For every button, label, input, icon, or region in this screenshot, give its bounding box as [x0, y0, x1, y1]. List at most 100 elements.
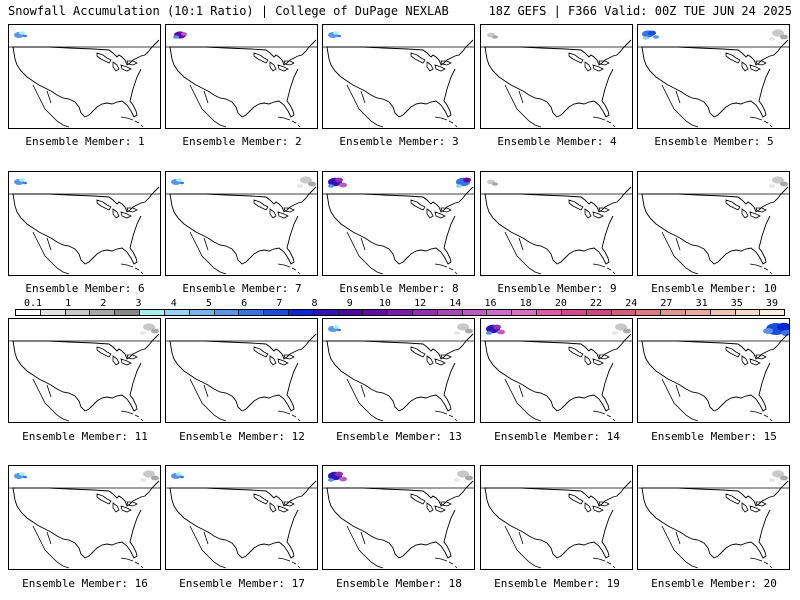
snowfall-shading	[300, 176, 312, 184]
great-lakes	[253, 52, 295, 72]
caribbean-islands	[120, 116, 144, 128]
legend-swatch	[413, 310, 438, 315]
mexico-coast	[661, 378, 699, 422]
snowfall-shading	[297, 184, 303, 188]
mexico-coast	[504, 231, 542, 275]
snowfall-shading	[176, 472, 182, 476]
great-lakes	[568, 493, 610, 513]
ensemble-map-panel	[8, 318, 161, 423]
snowfall-shading	[493, 324, 501, 330]
legend-label: 9	[346, 298, 353, 309]
ensemble-member-caption: Ensemble Member: 13	[336, 430, 462, 443]
snowfall-color-legend: 0.1 1 2 3 4 5 6 7 8 9 10 12 14 16 18 20 22 24 27 31 35 39	[15, 298, 785, 318]
legend-label: 8	[311, 298, 318, 309]
great-lakes	[725, 52, 767, 72]
snowfall-shading	[769, 478, 775, 482]
legend-label: 20	[554, 298, 567, 309]
us-map	[9, 178, 160, 275]
great-lakes	[410, 493, 452, 513]
snowfall-shading	[486, 331, 492, 335]
ensemble-member-caption: Ensemble Member: 12	[179, 430, 305, 443]
ensemble-member-caption: Ensemble Member: 3	[339, 135, 459, 148]
caribbean-islands	[277, 410, 301, 422]
coastline	[169, 333, 317, 412]
legend-swatch	[586, 310, 612, 315]
mexico-coast	[346, 525, 384, 569]
ensemble-map-panel	[322, 24, 475, 129]
ensemble-member-caption: Ensemble Member: 8	[339, 282, 459, 295]
us-map	[481, 179, 632, 275]
snowfall-shading	[173, 35, 179, 39]
legend-label: 2	[100, 298, 107, 309]
legend-swatch	[611, 310, 637, 315]
us-map	[166, 176, 317, 275]
snowfall-shading	[180, 475, 184, 479]
caribbean-islands	[277, 116, 301, 128]
mexico-coast	[661, 84, 699, 128]
great-lakes	[725, 199, 767, 219]
coastline	[169, 186, 317, 265]
legend-label: 0.1	[23, 298, 43, 309]
legend-label: 35	[730, 298, 743, 309]
coastline	[12, 186, 160, 265]
ensemble-member-caption: Ensemble Member: 11	[22, 430, 148, 443]
ensemble-member-caption: Ensemble Member: 19	[494, 577, 620, 590]
ensemble-member-caption: Ensemble Member: 2	[182, 135, 302, 148]
ensemble-map-panel	[637, 465, 790, 570]
model-valid-time: 18Z GEFS | F366 Valid: 00Z TUE JUN 24 20…	[488, 4, 792, 18]
legend-swatch	[65, 310, 91, 315]
legend-swatch	[214, 310, 240, 315]
caribbean-islands	[434, 557, 458, 569]
snowfall-shading	[337, 328, 341, 332]
ensemble-member-caption: Ensemble Member: 20	[651, 577, 777, 590]
mexico-coast	[346, 84, 384, 128]
legend-swatch	[561, 310, 587, 315]
great-lakes	[568, 52, 610, 72]
us-map	[166, 472, 317, 569]
coastline	[326, 186, 474, 265]
snowfall-shading	[769, 184, 775, 188]
us-map	[9, 323, 160, 422]
mexico-coast	[189, 525, 227, 569]
mexico-coast	[32, 84, 70, 128]
snowfall-shading	[23, 181, 27, 185]
snowfall-shading	[19, 178, 25, 182]
great-lakes	[96, 493, 138, 513]
legend-swatch	[239, 310, 265, 315]
coastline	[484, 39, 632, 118]
snowfall-shading	[457, 470, 469, 478]
mexico-coast	[346, 231, 384, 275]
snowfall-shading	[492, 182, 498, 186]
mexico-coast	[32, 231, 70, 275]
mexico-coast	[661, 231, 699, 275]
ensemble-map-panel	[8, 24, 161, 129]
ensemble-map-panel	[8, 465, 161, 570]
coastline	[484, 333, 632, 412]
coastline	[641, 39, 789, 118]
us-map	[166, 31, 317, 128]
mexico-coast	[189, 378, 227, 422]
snowfall-shading	[140, 478, 146, 482]
mexico-coast	[346, 378, 384, 422]
legend-label: 3	[135, 298, 142, 309]
legend-label: 4	[170, 298, 177, 309]
snowfall-shading	[763, 328, 773, 334]
legend-label: 22	[590, 298, 603, 309]
legend-label: 39	[765, 298, 779, 309]
legend-swatch	[487, 310, 513, 315]
great-lakes	[410, 52, 452, 72]
legend-label: 12	[414, 298, 427, 309]
caribbean-islands	[749, 557, 773, 569]
us-map	[638, 470, 789, 569]
snowfall-shading	[180, 181, 184, 185]
caribbean-islands	[120, 557, 144, 569]
us-map	[481, 32, 632, 128]
snowfall-shading	[623, 328, 631, 334]
caribbean-islands	[592, 263, 616, 275]
coastline	[12, 480, 160, 559]
snowfall-shading	[777, 322, 789, 332]
legend-swatch	[140, 310, 165, 315]
snowfall-shading	[454, 478, 460, 482]
snowfall-shading	[23, 475, 27, 479]
legend-label: 18	[519, 298, 532, 309]
